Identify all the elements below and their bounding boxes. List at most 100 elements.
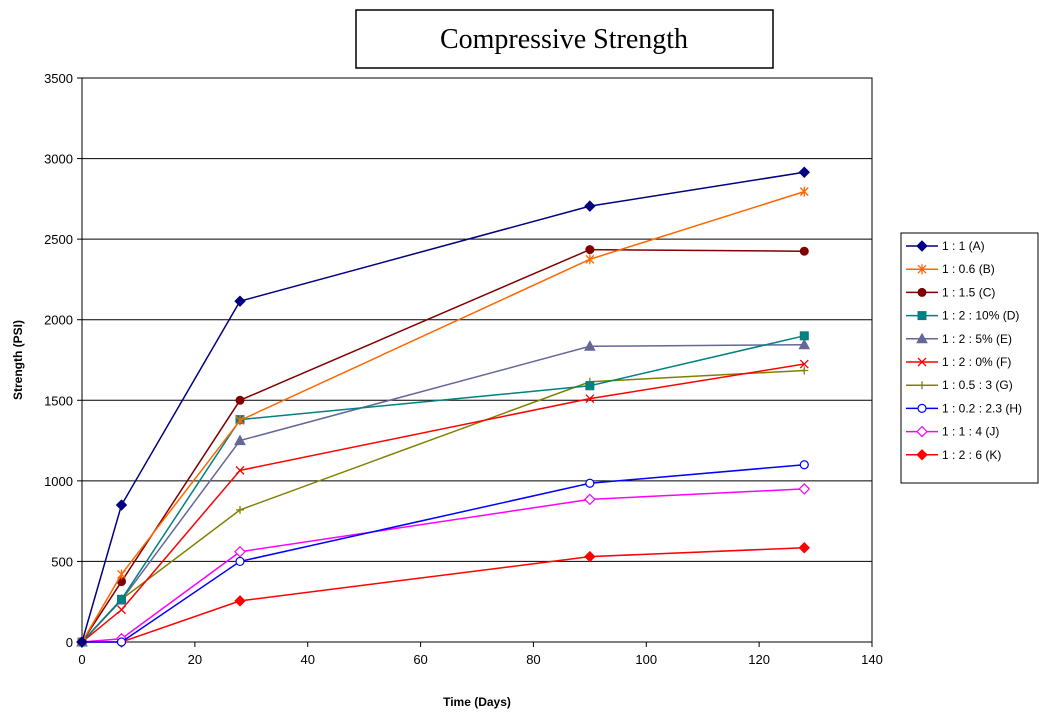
legend-label: 1 : 0.5 : 3 (G) [942, 378, 1013, 392]
marker-shape [799, 460, 809, 470]
legend-entry: 1 : 1 (A) [906, 239, 985, 253]
marker-shape [917, 403, 927, 413]
legend-label: 1 : 2 : 10% (D) [942, 309, 1019, 323]
x-tick-label: 120 [748, 652, 770, 667]
legend-label: 1 : 1 (A) [942, 239, 985, 253]
marker-shape [235, 465, 245, 475]
data-point [234, 595, 246, 607]
marker-shape [917, 287, 927, 297]
marker-shape [917, 357, 927, 367]
marker-shape [798, 483, 811, 495]
marker-shape [799, 246, 809, 256]
data-point [117, 594, 126, 604]
x-tick-label: 140 [861, 652, 883, 667]
legend-marker [917, 264, 927, 275]
marker-shape [916, 332, 928, 344]
marker-shape [117, 594, 126, 604]
data-point [798, 338, 811, 350]
marker-shape [584, 200, 596, 212]
data-point [115, 499, 128, 511]
marker-shape [235, 556, 245, 567]
marker-shape [235, 415, 245, 426]
series [77, 460, 809, 647]
data-point [117, 605, 126, 615]
x-tick-label: 60 [413, 652, 427, 667]
legend-entry: 1 : 2 : 6 (K) [906, 448, 1001, 462]
marker-shape [585, 254, 595, 265]
legend-marker [917, 287, 927, 297]
marker-shape [234, 545, 246, 558]
y-tick-label: 2500 [44, 232, 73, 247]
data-point [585, 254, 595, 265]
marker-shape [798, 166, 810, 178]
marker-shape [584, 493, 596, 506]
legend-entry: 1 : 2 : 0% (F) [906, 355, 1011, 369]
marker-shape [76, 636, 88, 648]
legend-label: 1 : 0.2 : 2.3 (H) [942, 401, 1022, 415]
data-point [798, 166, 810, 178]
data-point [116, 637, 127, 647]
marker-shape [235, 395, 245, 405]
series-group [76, 166, 811, 648]
legend-label: 1 : 0.6 (B) [942, 262, 995, 276]
x-tick-label: 80 [526, 652, 540, 667]
title-box [355, 9, 774, 69]
data-point [236, 505, 244, 514]
legend-marker [917, 403, 927, 413]
legend: 1 : 1 (A) 1 : 0.6 (B) 1 : 1.5 (C) 1 : 2 : 1… [906, 239, 1022, 462]
data-point [585, 478, 595, 488]
y-tick-label: 0 [66, 635, 73, 650]
legend-entry: 1 : 1 : 4 (J) [906, 425, 999, 439]
y-tick-label: 2000 [44, 313, 73, 328]
data-point [584, 550, 596, 563]
data-point [117, 569, 126, 580]
marker-shape [116, 637, 127, 647]
marker-shape [117, 605, 126, 615]
legend-label: 1 : 2 : 0% (F) [942, 355, 1011, 369]
legend-marker [917, 357, 927, 367]
legend-marker [916, 240, 928, 252]
x-tick-label: 40 [300, 652, 314, 667]
marker-shape [799, 331, 809, 341]
data-point [585, 245, 595, 255]
marker-shape [916, 425, 928, 438]
data-point [799, 186, 809, 197]
data-point [585, 381, 595, 391]
legend-entry: 1 : 2 : 10% (D) [906, 309, 1019, 323]
axes: 0 500 1000 1500 2000 2500 3000 3500 0 20 40 60 80 100… [44, 71, 883, 667]
data-point [798, 542, 810, 554]
marker-shape [798, 542, 810, 554]
legend-marker [917, 311, 927, 321]
marker-shape [585, 245, 595, 255]
legend-entry: 1 : 2 : 5% (E) [906, 332, 1012, 346]
data-point [799, 246, 809, 256]
data-point [584, 340, 596, 351]
series [76, 166, 810, 648]
data-point [76, 636, 88, 648]
chart-title: Compressive Strength [440, 24, 688, 55]
legend-marker [916, 449, 928, 461]
data-point [799, 331, 809, 341]
marker-shape [585, 394, 595, 404]
y-tick-label: 3500 [44, 71, 73, 86]
marker-shape [117, 569, 126, 580]
marker-shape [918, 381, 926, 390]
legend-box [900, 232, 1039, 484]
x-tick-label: 0 [78, 652, 85, 667]
legend-label: 1 : 1.5 (C) [942, 285, 995, 299]
legend-entry: 1 : 0.2 : 2.3 (H) [906, 401, 1022, 415]
marker-shape [234, 434, 246, 446]
data-point [799, 359, 809, 369]
marker-shape [798, 338, 811, 350]
data-point [584, 200, 596, 212]
marker-shape [585, 381, 595, 391]
marker-shape [799, 186, 809, 197]
legend-entry: 1 : 0.5 : 3 (G) [906, 378, 1013, 392]
legend-marker [916, 425, 928, 438]
y-tick-label: 1000 [44, 474, 73, 489]
marker-shape [800, 366, 809, 375]
data-point [235, 556, 245, 567]
marker-shape [584, 340, 596, 351]
legend-label: 1 : 2 : 6 (K) [942, 448, 1001, 462]
marker-shape [917, 264, 927, 275]
